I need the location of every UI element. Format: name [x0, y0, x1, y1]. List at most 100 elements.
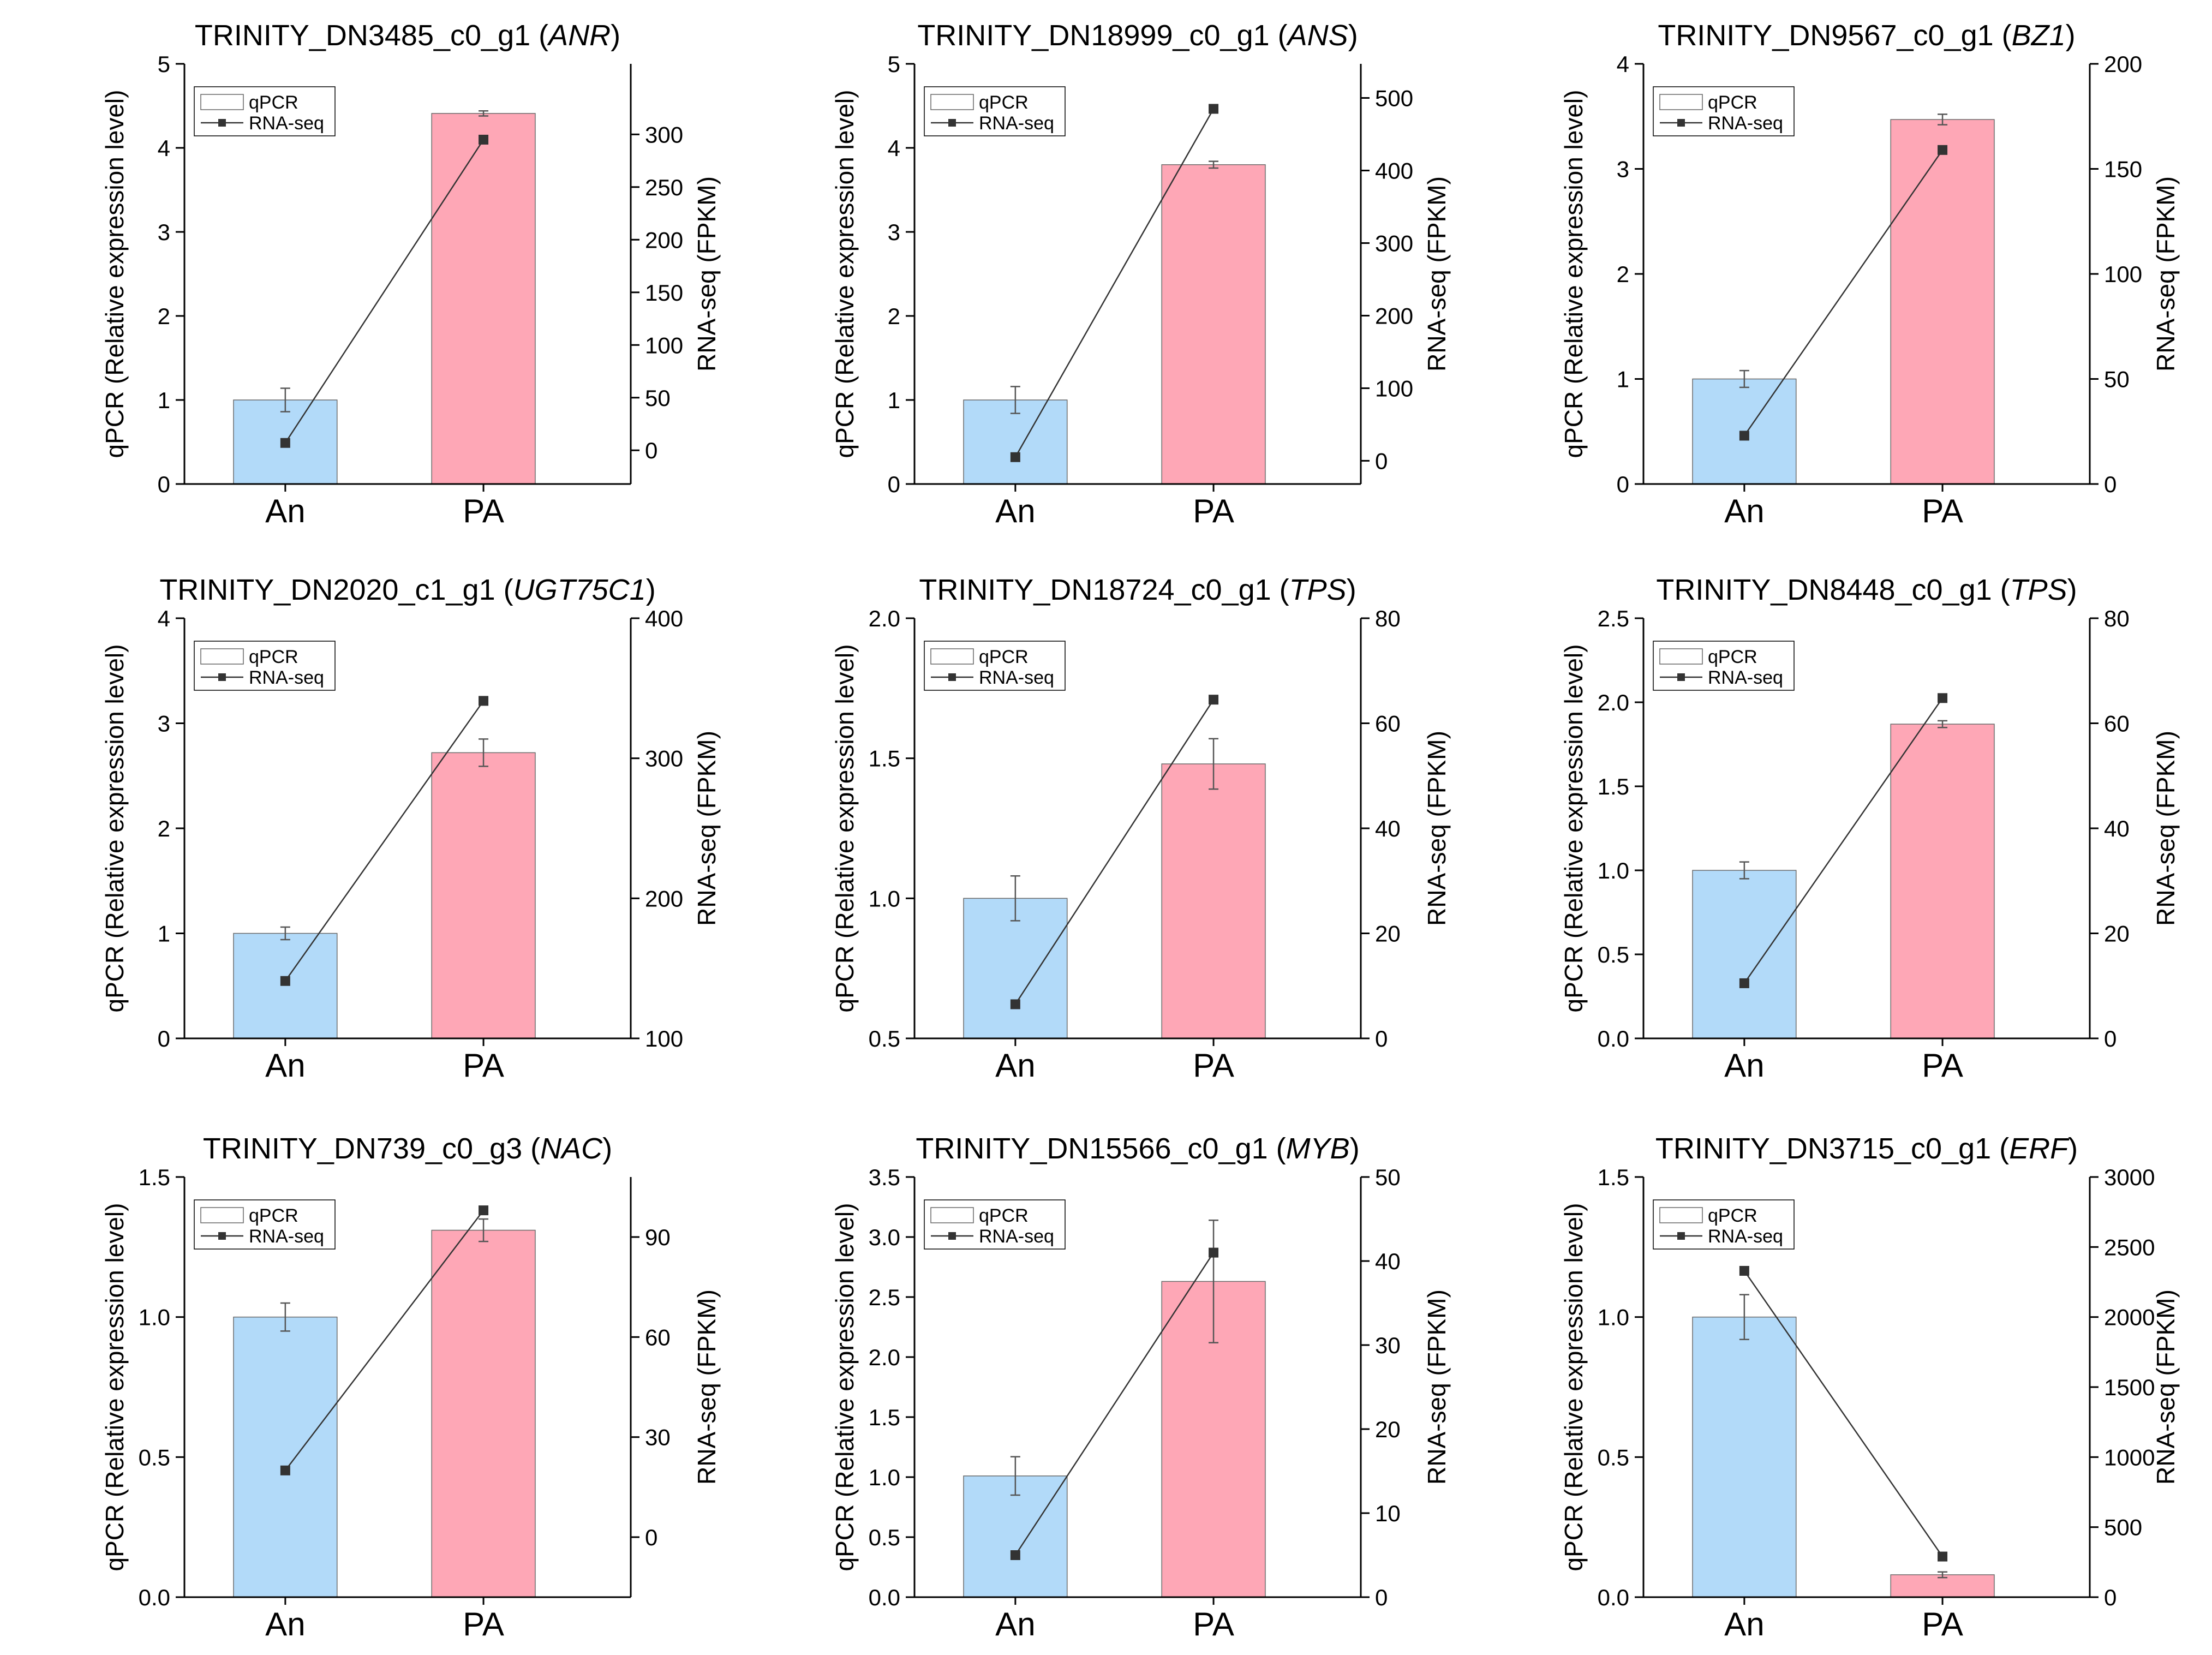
left-tick-label: 3.0: [869, 1224, 900, 1250]
panel-title: TRINITY_DN739_c0_g3 (NAC): [203, 1132, 612, 1165]
right-axis-label: RNA-seq (FPKM): [2151, 1289, 2180, 1485]
rnaseq-line: [284, 139, 485, 444]
right-tick-label: 150: [2104, 157, 2142, 182]
left-tick-label: 0: [158, 471, 170, 497]
right-tick-label: 500: [2104, 1515, 2142, 1540]
right-tick-label: 60: [1375, 711, 1401, 737]
left-tick-label: 1: [158, 387, 170, 413]
rnaseq-marker-pa: [479, 696, 489, 706]
panel-title-id: TRINITY_DN9567_c0_g1 (: [1658, 19, 2011, 52]
panel-8: TRINITY_DN15566_c0_g1 (MYB) 0.0 0.5 1.0 1.5 2…: [830, 1132, 1451, 1642]
right-tick-label: 90: [645, 1224, 671, 1250]
left-tick-label: 3: [888, 219, 900, 245]
right-tick-label: 300: [645, 122, 683, 147]
rnaseq-marker-an: [1739, 1265, 1749, 1276]
left-tick-label: 5: [158, 51, 170, 77]
panel-title-close: ): [1347, 573, 1356, 606]
bar-pa: [1890, 119, 1995, 485]
panel-title-id: TRINITY_DN739_c0_g3 (: [203, 1132, 540, 1165]
rnaseq-marker-an: [1739, 978, 1749, 988]
panel-title-id: TRINITY_DN3485_c0_g1 (: [195, 19, 548, 52]
panel-title-gene: TPS: [2010, 573, 2067, 606]
left-tick-label: 0: [1617, 471, 1629, 497]
category-label-pa: PA: [1922, 1047, 1963, 1084]
category-label-an: An: [995, 493, 1035, 529]
right-tick-label: 300: [645, 746, 683, 772]
bar-pa: [431, 1229, 536, 1598]
legend-swatch-qpcr: [1659, 94, 1703, 110]
left-tick-label: 4: [1617, 51, 1629, 77]
panel-title-gene: MYB: [1286, 1132, 1350, 1165]
right-tick-label: 400: [645, 606, 683, 631]
bar-an: [1692, 870, 1797, 1039]
right-axis-label: RNA-seq (FPKM): [2151, 176, 2180, 372]
panel-title-id: TRINITY_DN8448_c0_g1 (: [1656, 573, 2010, 606]
panel-title-close: ): [1348, 19, 1358, 52]
category-label-pa: PA: [1922, 493, 1963, 529]
right-tick-label: 0: [645, 1525, 657, 1550]
left-axis-label: qPCR (Relative expression level): [830, 90, 859, 458]
bar-an: [963, 1475, 1068, 1598]
panel-title: TRINITY_DN15566_c0_g1 (MYB): [916, 1132, 1359, 1165]
left-tick-label: 1: [888, 387, 900, 413]
category-label-pa: PA: [1193, 493, 1234, 529]
legend-label-rnaseq: RNA-seq: [979, 113, 1054, 134]
left-tick-label: 1.0: [869, 1465, 900, 1490]
panel-6: TRINITY_DN8448_c0_g1 (TPS) 0.0 0.5 1.0 1.5 2.…: [1559, 573, 2180, 1084]
bar-an: [963, 898, 1068, 1039]
rnaseq-marker-an: [280, 976, 290, 986]
right-tick-label: 2000: [2104, 1305, 2155, 1330]
legend-label-rnaseq: RNA-seq: [1708, 113, 1783, 134]
rnaseq-marker-an: [1010, 1550, 1020, 1560]
right-tick-label: 500: [1375, 86, 1413, 111]
bar-an: [233, 1316, 338, 1598]
right-tick-label: 30: [1375, 1333, 1401, 1358]
left-axis-label: qPCR (Relative expression level): [1559, 1203, 1588, 1572]
right-tick-label: 300: [1375, 230, 1413, 256]
legend-swatch-qpcr: [930, 1207, 974, 1223]
right-tick-label: 50: [1375, 1164, 1401, 1190]
panel-title-id: TRINITY_DN15566_c0_g1 (: [916, 1132, 1286, 1165]
category-label-pa: PA: [1193, 1047, 1234, 1084]
bar-pa: [431, 113, 536, 485]
bar-an: [1692, 1316, 1797, 1598]
bar-pa: [431, 752, 536, 1039]
panel-title: TRINITY_DN18724_c0_g1 (TPS): [919, 573, 1356, 606]
left-tick-label: 2.5: [869, 1284, 900, 1310]
rnaseq-line: [284, 1210, 485, 1471]
panel-title-close: ): [602, 1132, 612, 1165]
left-axis-label: qPCR (Relative expression level): [100, 1203, 129, 1572]
right-tick-label: 2500: [2104, 1234, 2155, 1260]
right-tick-label: 1500: [2104, 1375, 2155, 1400]
legend-swatch-rnaseq-marker: [218, 1232, 226, 1240]
right-tick-label: 100: [2104, 261, 2142, 287]
legend-label-rnaseq: RNA-seq: [979, 667, 1054, 688]
left-tick-label: 2.0: [1598, 690, 1629, 715]
right-tick-label: 0: [1375, 1026, 1388, 1051]
left-axis-label: qPCR (Relative expression level): [830, 1203, 859, 1572]
legend-label-rnaseq: RNA-seq: [249, 113, 324, 134]
right-tick-label: 50: [645, 385, 671, 411]
right-axis-label: RNA-seq (FPKM): [2151, 731, 2180, 926]
right-tick-label: 400: [1375, 158, 1413, 183]
right-tick-label: 200: [645, 227, 683, 253]
right-tick-label: 40: [1375, 816, 1401, 841]
right-tick-label: 200: [2104, 51, 2142, 77]
rnaseq-line: [1743, 697, 1944, 984]
right-tick-label: 0: [2104, 471, 2117, 497]
panel-3: TRINITY_DN9567_c0_g1 (BZ1) 0 1 2 3 4 0 50 100 150…: [1559, 19, 2180, 529]
right-tick-label: 80: [1375, 606, 1401, 631]
legend-label-qpcr: qPCR: [979, 92, 1029, 113]
left-axis-label: qPCR (Relative expression level): [100, 90, 129, 458]
bar-pa: [1161, 164, 1266, 485]
category-label-an: An: [995, 1047, 1035, 1084]
left-tick-label: 3: [158, 219, 170, 245]
legend-swatch-rnaseq-marker: [1677, 1232, 1685, 1240]
left-tick-label: 5: [888, 51, 900, 77]
left-tick-label: 2: [1617, 261, 1629, 287]
right-axis-label: RNA-seq (FPKM): [1422, 731, 1451, 926]
left-tick-label: 2: [158, 816, 170, 841]
legend-label-rnaseq: RNA-seq: [1708, 1226, 1783, 1247]
left-tick-label: 4: [158, 135, 170, 161]
rnaseq-line: [1743, 1270, 1944, 1557]
